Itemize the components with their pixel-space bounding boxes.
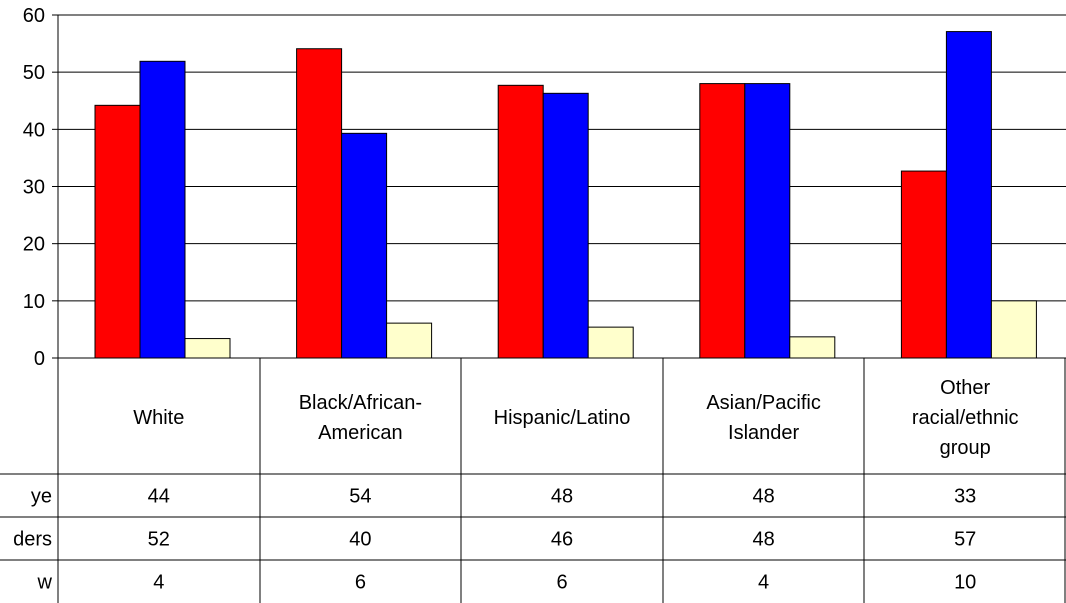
y-tick-label: 10 (23, 291, 45, 313)
legend-label: ders (13, 529, 52, 551)
data-table-value: 48 (752, 529, 774, 551)
y-tick-label: 20 (23, 234, 45, 256)
data-table-value: 33 (954, 486, 976, 508)
bar-1-4 (699, 83, 746, 359)
bar-2-4 (744, 83, 791, 359)
legend-label: ye (31, 486, 52, 508)
category-label: Asian/Pacific (706, 392, 821, 414)
category-label: Islander (728, 422, 799, 444)
category-label: American (318, 422, 402, 444)
data-table-value: 4 (153, 572, 164, 594)
data-table-value: 44 (148, 486, 170, 508)
data-table-value: 48 (752, 486, 774, 508)
bar-3-1 (184, 338, 231, 359)
data-table-value: 57 (954, 529, 976, 551)
bar-3-5 (990, 300, 1037, 359)
data-table-value: 10 (954, 572, 976, 594)
category-label: Other (940, 377, 990, 399)
bar-3-3 (587, 326, 634, 359)
category-label: Hispanic/Latino (494, 407, 631, 429)
y-tick-label: 0 (34, 348, 45, 370)
category-label: racial/ethnic (912, 407, 1019, 429)
bar-3-2 (386, 322, 433, 359)
category-label: group (940, 437, 991, 459)
bar-1-3 (497, 84, 544, 359)
y-tick-label: 40 (23, 119, 45, 141)
data-table-value: 48 (551, 486, 573, 508)
data-table-value: 40 (349, 529, 371, 551)
y-tick-label: 60 (23, 5, 45, 27)
bar-3-4 (789, 336, 836, 359)
bar-1-2 (296, 48, 343, 359)
category-label: White (133, 407, 184, 429)
bar-2-1 (139, 60, 186, 359)
legend-label: w (37, 572, 53, 594)
bar-1-1 (94, 104, 141, 359)
data-table-value: 4 (758, 572, 769, 594)
data-table-value: 6 (355, 572, 366, 594)
data-table-value: 54 (349, 486, 371, 508)
category-label: Black/African- (299, 392, 422, 414)
data-table-value: 6 (556, 572, 567, 594)
data-table-value: 52 (148, 529, 170, 551)
bar-2-5 (945, 31, 992, 359)
bar-2-2 (341, 132, 388, 359)
bar-2-3 (542, 92, 589, 359)
bar-1-5 (900, 170, 947, 359)
data-table-value: 46 (551, 529, 573, 551)
y-tick-label: 30 (23, 177, 45, 199)
y-tick-label: 50 (23, 62, 45, 84)
